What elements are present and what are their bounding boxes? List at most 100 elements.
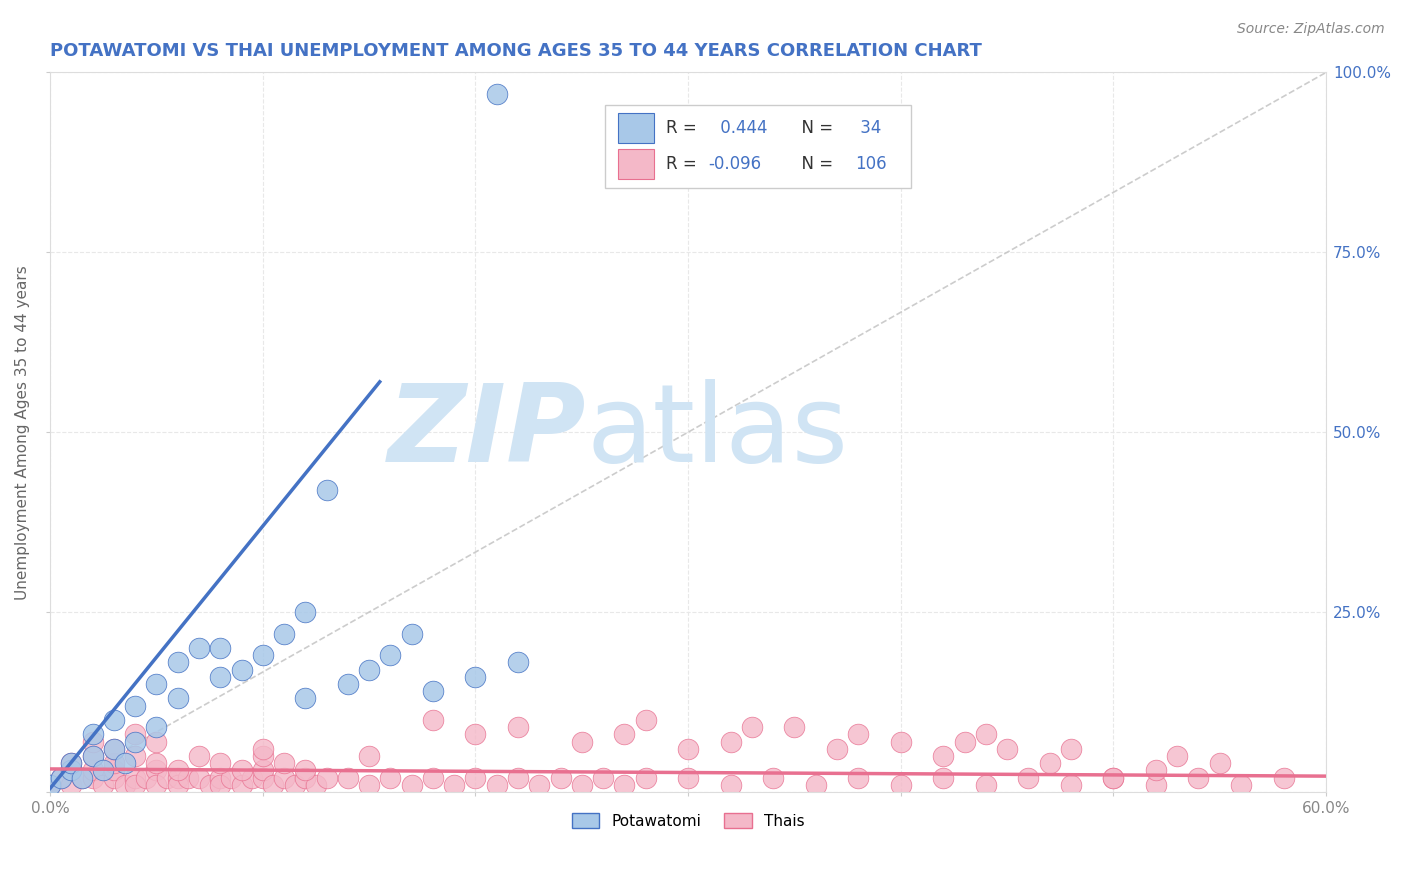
Point: [145, 677, 167, 691]
Point: [145, 720, 167, 734]
Point: [103, 741, 125, 756]
Point: [188, 641, 211, 656]
Text: N =: N =: [792, 155, 839, 173]
Point: [262, 778, 284, 792]
Point: [1144, 764, 1167, 778]
Point: [380, 771, 402, 785]
Point: [60, 756, 83, 771]
Point: [1187, 771, 1209, 785]
Point: [741, 720, 763, 734]
Point: [124, 778, 146, 792]
Point: [198, 778, 221, 792]
Point: [676, 771, 699, 785]
Text: R =: R =: [666, 155, 703, 173]
Point: [166, 691, 188, 706]
Point: [485, 87, 508, 101]
Point: [422, 713, 444, 727]
Text: Source: ZipAtlas.com: Source: ZipAtlas.com: [1237, 22, 1385, 37]
Point: [485, 778, 508, 792]
Point: [252, 771, 274, 785]
Point: [1230, 778, 1253, 792]
Point: [273, 756, 295, 771]
Point: [422, 771, 444, 785]
Point: [103, 764, 125, 778]
Point: [1060, 778, 1083, 792]
Legend: Potawatomi, Thais: Potawatomi, Thais: [565, 806, 811, 835]
Point: [231, 764, 253, 778]
Bar: [617, 112, 654, 143]
Point: [783, 720, 806, 734]
Point: [720, 734, 742, 748]
Point: [91, 778, 114, 792]
Point: [103, 771, 125, 785]
Point: [1166, 749, 1188, 764]
Point: [804, 778, 827, 792]
Point: [613, 727, 636, 741]
Bar: [617, 149, 654, 179]
Point: [252, 749, 274, 764]
Text: 34: 34: [855, 119, 882, 136]
Point: [209, 670, 232, 684]
Point: [359, 778, 381, 792]
Point: [145, 764, 167, 778]
Point: [506, 720, 529, 734]
Point: [145, 756, 167, 771]
Point: [60, 764, 83, 778]
Point: [60, 764, 83, 778]
Point: [135, 771, 157, 785]
Text: N =: N =: [792, 119, 839, 136]
Point: [380, 648, 402, 663]
Point: [39, 778, 62, 792]
Point: [103, 741, 125, 756]
Point: [145, 778, 167, 792]
Point: [464, 771, 486, 785]
Point: [294, 605, 316, 619]
Point: [1144, 778, 1167, 792]
Point: [294, 764, 316, 778]
Point: [634, 771, 657, 785]
Point: [336, 771, 359, 785]
Point: [932, 749, 955, 764]
Point: [762, 771, 785, 785]
Point: [1209, 756, 1232, 771]
Point: [82, 771, 104, 785]
Point: [188, 771, 211, 785]
Point: [422, 684, 444, 698]
Point: [846, 771, 869, 785]
Point: [39, 778, 62, 792]
Point: [464, 727, 486, 741]
Point: [571, 778, 593, 792]
Point: [103, 713, 125, 727]
Point: [401, 626, 423, 640]
Point: [82, 734, 104, 748]
Point: [634, 713, 657, 727]
Point: [464, 670, 486, 684]
Point: [846, 727, 869, 741]
Point: [315, 771, 337, 785]
Point: [294, 691, 316, 706]
Point: [82, 749, 104, 764]
Point: [506, 771, 529, 785]
Point: [252, 764, 274, 778]
Point: [209, 778, 232, 792]
Point: [974, 778, 997, 792]
Point: [188, 749, 211, 764]
Text: atlas: atlas: [586, 379, 848, 485]
Point: [294, 771, 316, 785]
Point: [114, 778, 136, 792]
Point: [124, 734, 146, 748]
Point: [166, 778, 188, 792]
Point: [240, 771, 263, 785]
Point: [209, 771, 232, 785]
Point: [890, 734, 912, 748]
Point: [1060, 741, 1083, 756]
Point: [231, 663, 253, 677]
Point: [550, 771, 572, 785]
Point: [273, 771, 295, 785]
Point: [1102, 771, 1125, 785]
Point: [1102, 771, 1125, 785]
Text: POTAWATOMI VS THAI UNEMPLOYMENT AMONG AGES 35 TO 44 YEARS CORRELATION CHART: POTAWATOMI VS THAI UNEMPLOYMENT AMONG AG…: [51, 42, 981, 60]
Point: [124, 749, 146, 764]
Point: [401, 778, 423, 792]
Point: [252, 648, 274, 663]
